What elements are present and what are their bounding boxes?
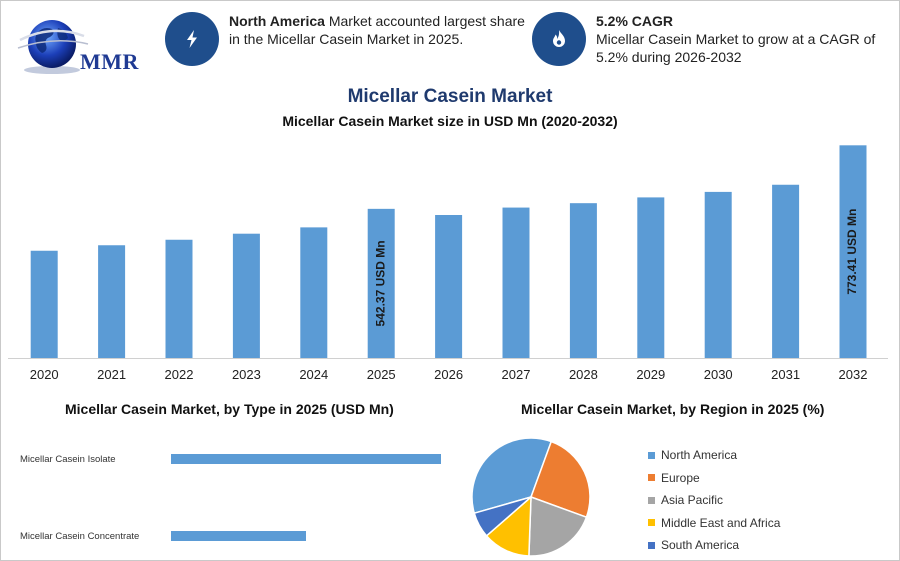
x-tick-label: 2027 xyxy=(502,367,531,382)
highlight-text: 5.2% CAGR Micellar Casein Market to grow … xyxy=(596,12,892,66)
highlight-text: North America Market accounted largest s… xyxy=(229,12,525,48)
legend-item: Middle East and Africa xyxy=(648,512,780,535)
legend-item: South America xyxy=(648,534,780,557)
bar-2030 xyxy=(704,191,732,358)
bar-2020 xyxy=(30,250,58,358)
bar-2029 xyxy=(637,197,665,358)
legend-label: North America xyxy=(661,448,738,463)
region-legend: North America Europe Asia Pacific Middle Ea… xyxy=(648,444,780,557)
legend-label: Middle East and Africa xyxy=(661,515,781,530)
bar-2032 xyxy=(839,145,867,358)
x-tick-label: 2025 xyxy=(367,367,396,382)
legend-swatch xyxy=(648,474,655,482)
chart-title: Micellar Casein Market xyxy=(347,86,553,107)
bar-2028 xyxy=(569,203,597,358)
highlight-body: Market accounted largest share in the Mi… xyxy=(229,13,525,47)
legend-item: Europe xyxy=(648,467,780,490)
legend-swatch xyxy=(648,541,655,549)
type-chart-title: Micellar Casein Market, by Type in 2025 … xyxy=(65,401,394,417)
legend-swatch xyxy=(648,496,655,504)
bar-data-label: 542.37 USD Mn xyxy=(373,240,387,326)
pie-slice-europe xyxy=(530,440,591,519)
highlight-bold: North America xyxy=(229,13,325,29)
x-tick-label: 2021 xyxy=(97,367,126,382)
highlight-body: Micellar Casein Market to grow at a CAGR… xyxy=(596,31,876,65)
x-tick-label: 2020 xyxy=(30,367,59,382)
lightning-icon xyxy=(187,30,197,48)
highlight-north-america: North America Market accounted largest s… xyxy=(165,12,525,66)
legend-item: Asia Pacific xyxy=(648,489,780,512)
type-category-label: Micellar Casein Isolate xyxy=(20,454,116,465)
region-chart-title: Micellar Casein Market, by Region in 202… xyxy=(521,401,825,417)
x-tick-label: 2028 xyxy=(569,367,598,382)
bar-data-label: 773.41 USD Mn xyxy=(845,209,859,295)
legend-item: North America xyxy=(648,444,780,467)
type-bar xyxy=(171,531,306,541)
pie-slice-south-america xyxy=(473,496,532,537)
x-tick-label: 2026 xyxy=(434,367,463,382)
legend-swatch xyxy=(648,451,655,459)
bar-2021 xyxy=(98,245,126,358)
legend-swatch xyxy=(648,519,655,527)
globe-icon xyxy=(17,20,89,74)
type-bar xyxy=(171,454,441,464)
bar-2031 xyxy=(772,184,800,358)
pie-slice-asia-pacific xyxy=(528,495,588,557)
bar-2025 xyxy=(367,208,395,358)
bar-2026 xyxy=(435,215,463,358)
chart-subtitle: Micellar Casein Market size in USD Mn (2… xyxy=(282,113,618,129)
x-tick-label: 2030 xyxy=(704,367,733,382)
highlight-icon-circle xyxy=(532,12,586,66)
bar-2022 xyxy=(165,239,193,358)
mmr-logo: MMR xyxy=(14,10,144,80)
x-tick-label: 2022 xyxy=(165,367,194,382)
bar-2027 xyxy=(502,207,530,358)
legend-label: South America xyxy=(661,538,740,553)
flame-icon xyxy=(553,30,565,47)
bar-2024 xyxy=(300,227,328,358)
highlight-icon-circle xyxy=(165,12,219,66)
market-size-bar-chart: 2020 2021 2022 2023 2024 2025 2026 2027 2028 2029… xyxy=(8,145,888,382)
highlight-cagr: 5.2% CAGR Micellar Casein Market to grow … xyxy=(532,12,892,66)
x-tick-label: 2032 xyxy=(839,367,868,382)
logo-text: MMR xyxy=(80,49,139,74)
highlight-bold: 5.2% CAGR xyxy=(596,13,674,29)
region-pie-chart xyxy=(471,437,591,557)
x-tick-label: 2024 xyxy=(299,367,328,382)
x-tick-label: 2023 xyxy=(232,367,261,382)
legend-label: Asia Pacific xyxy=(661,493,724,508)
x-tick-label: 2031 xyxy=(771,367,800,382)
legend-label: Europe xyxy=(661,470,700,485)
bar-2023 xyxy=(232,233,260,358)
type-category-label: Micellar Casein Concentrate xyxy=(20,531,139,542)
x-tick-label: 2029 xyxy=(636,367,665,382)
type-bar-chart: Micellar Casein Isolate Micellar Casein C… xyxy=(20,454,441,542)
